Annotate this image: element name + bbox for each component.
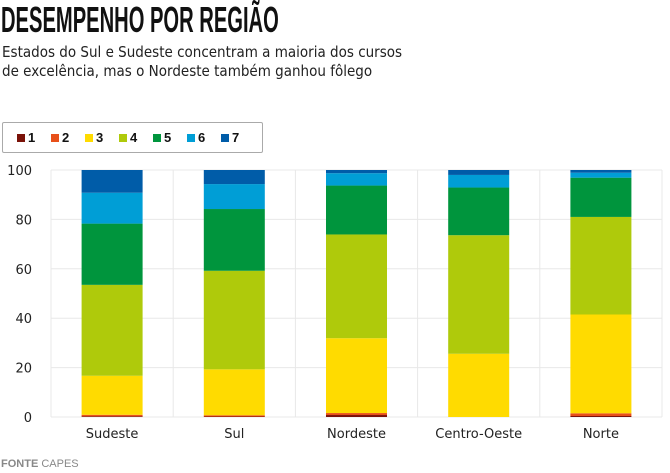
legend-item-2: 2 [51, 130, 85, 145]
bar-segment-nordeste-2 [326, 413, 387, 416]
subtitle-line-1: Estados do Sul e Sudeste concentram a ma… [2, 43, 403, 61]
legend-item-3: 3 [85, 130, 119, 145]
x-tick-label: Nordeste [327, 427, 386, 442]
legend-item-4: 4 [119, 130, 153, 145]
x-tick-label: Centro-Oeste [435, 427, 522, 442]
bar-segment-norte-5 [570, 177, 632, 217]
x-tick-label: Norte [583, 427, 619, 442]
x-tick-label: Sudeste [86, 427, 139, 442]
bar-segment-norte-3 [570, 314, 632, 414]
legend-label: 6 [198, 130, 206, 145]
bar-segment-sudeste-4 [81, 284, 143, 376]
bar-segment-norte-1 [570, 416, 632, 417]
source-note: FONTE CAPES [1, 458, 79, 470]
legend-item-7: 7 [221, 130, 255, 145]
bar-segment-centro-oeste-4 [448, 235, 510, 354]
bar-segment-sudeste-6 [81, 192, 143, 224]
bar-segment-sul-4 [203, 270, 265, 370]
bar-segment-sudeste-5 [81, 223, 143, 285]
legend-label: 1 [28, 130, 36, 145]
legend-swatch [153, 133, 161, 142]
bar-segment-sul-2 [203, 415, 265, 417]
bar-segment-norte-2 [570, 413, 632, 417]
legend-item-1: 1 [17, 130, 51, 145]
y-tick-label: 40 [15, 312, 32, 327]
y-tick-label: 80 [15, 213, 32, 228]
legend-label: 4 [130, 130, 138, 145]
source-value: CAPES [41, 458, 79, 470]
legend-item-5: 5 [153, 130, 187, 145]
bar-segment-nordeste-7 [326, 170, 387, 174]
bar-segment-sul-5 [203, 209, 265, 271]
legend: 1 2 3 4 5 6 7 [2, 122, 263, 153]
y-tick-label: 20 [15, 362, 32, 377]
bar-segment-nordeste-6 [326, 173, 387, 186]
bar-segment-centro-oeste-7 [448, 170, 510, 175]
legend-swatch [119, 133, 127, 142]
source-label: FONTE [1, 458, 39, 470]
legend-item-6: 6 [187, 130, 221, 145]
subtitle-line-2: de excelência, mas o Nordeste também gan… [2, 62, 373, 80]
bar-segment-sul-7 [203, 170, 265, 185]
y-tick-label: 100 [7, 164, 32, 179]
bar-segment-sudeste-7 [81, 170, 143, 193]
legend-label: 2 [62, 130, 70, 145]
legend-label: 7 [232, 130, 240, 145]
bar-segment-nordeste-5 [326, 185, 387, 235]
bar-segment-centro-oeste-3 [448, 353, 510, 417]
legend-swatch [85, 133, 93, 142]
bar-segment-centro-oeste-6 [448, 174, 510, 188]
bar-segment-nordeste-1 [326, 415, 387, 417]
chart-title: DESEMPENHO POR REGIÃO [1, 0, 279, 40]
stacked-bar-chart: 0 20 40 60 80 100 Sudeste Sul Nordeste Centro-Oes… [7, 164, 663, 442]
y-tick-label: 0 [24, 411, 32, 426]
bar-segment-sul-3 [203, 369, 265, 416]
legend-label: 3 [96, 130, 104, 145]
bar-segment-norte-6 [570, 172, 632, 178]
legend-swatch [51, 133, 59, 142]
bar-segment-sudeste-3 [81, 375, 143, 415]
bar-segment-sudeste-1 [81, 416, 143, 417]
bar-segment-nordeste-3 [326, 338, 387, 414]
y-tick-label: 60 [15, 263, 32, 278]
x-tick-label: Sul [224, 427, 244, 442]
bar-segment-norte-4 [570, 216, 632, 315]
legend-label: 5 [164, 130, 172, 145]
legend-swatch [17, 133, 25, 142]
bar-segment-sul-6 [203, 184, 265, 210]
bar-segment-centro-oeste-5 [448, 187, 510, 236]
legend-swatch [187, 133, 195, 142]
bar-segment-sudeste-2 [81, 414, 143, 417]
legend-swatch [221, 133, 229, 142]
bar-segment-norte-7 [570, 170, 632, 173]
bar-segment-nordeste-4 [326, 234, 387, 339]
